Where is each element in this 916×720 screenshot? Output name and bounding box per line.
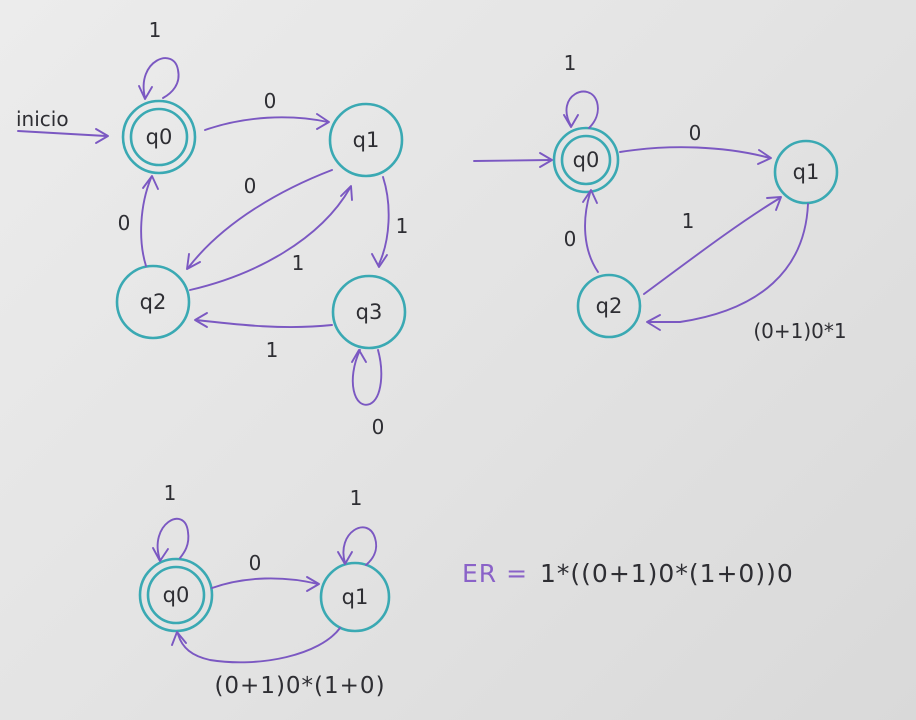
d1-edge-q2-q1-label: 1	[292, 251, 305, 275]
d3-state-q0-label: q0	[163, 583, 190, 607]
d1-state-q2: q2	[115, 264, 191, 340]
d1-edge-q3-q2: 1	[194, 312, 333, 362]
d1-state-q0: q0	[121, 99, 197, 175]
d3-state-q1: q1	[319, 561, 391, 633]
d2-edge-q0-q1-label: 0	[689, 121, 702, 145]
d3-edge-q0-q1: 0	[211, 551, 320, 592]
d2-edge-q2-q0: 0	[564, 189, 599, 273]
d2-state-q1: q1	[773, 139, 839, 205]
regex-result: ER = 1*((0+1)0*(1+0))0	[462, 559, 794, 588]
d2-state-q1-label: q1	[793, 160, 820, 184]
d3-state-q1-label: q1	[342, 585, 369, 609]
d2-state-q0: q0	[552, 126, 620, 194]
d3-edge-q0-self: 1	[152, 481, 190, 562]
regex-prefix: ER =	[462, 559, 528, 588]
d1-state-q1: q1	[328, 102, 404, 178]
d1-edge-q1-q3: 1	[371, 176, 409, 268]
d2-edge-q0-self-label: 1	[564, 51, 577, 75]
d3-state-q0: q0	[138, 557, 214, 633]
d1-start-label: inicio	[16, 107, 69, 131]
d2-state-q2: q2	[576, 273, 642, 339]
d1-state-q3: q3	[331, 274, 407, 350]
d1-state-q3-label: q3	[356, 300, 383, 324]
d2-edge-q0-self: 1	[563, 51, 599, 129]
d1-edge-q0-q1: 0	[204, 89, 330, 131]
d3-edge-q1-q0: (0+1)0*(1+0)	[171, 627, 385, 699]
d1-edge-q2-q1: 1	[189, 185, 353, 291]
d2-state-q0-label: q0	[573, 148, 600, 172]
diagram-1: q0 q1 q2 q3 inicio 1 0	[16, 18, 408, 439]
d2-edge-q1-q2-label: (0+1)0*1	[753, 319, 846, 343]
diagram-2: q0 q1 q2 1 0 1	[473, 51, 847, 343]
d3-edge-q0-self-label: 1	[164, 481, 177, 505]
d2-state-q2-label: q2	[596, 294, 623, 318]
d1-state-q0-label: q0	[146, 125, 173, 149]
d1-edge-q3-self-label: 0	[372, 415, 385, 439]
d1-state-q1-label: q1	[353, 128, 380, 152]
d1-edge-q2-q0: 0	[118, 175, 159, 267]
d2-edge-q1-q2: (0+1)0*1	[646, 203, 847, 343]
d2-edge-q2-q1-label: 1	[682, 209, 695, 233]
d1-edge-q3-self: 0	[351, 349, 385, 439]
d2-start-arrow	[473, 152, 553, 168]
d1-state-q2-label: q2	[140, 290, 167, 314]
d1-edge-q3-q2-label: 1	[266, 338, 279, 362]
d2-edge-q2-q0-label: 0	[564, 227, 577, 251]
d1-start-arrow: inicio	[16, 107, 109, 144]
d1-edge-q0-self: 1	[138, 18, 180, 100]
d1-edge-q1-q2: 0	[186, 169, 333, 270]
d1-edge-q1-q2-label: 0	[244, 174, 257, 198]
d1-edge-q1-q3-label: 1	[396, 214, 409, 238]
d2-edge-q0-q1: 0	[619, 121, 772, 165]
d1-edge-q2-q0-label: 0	[118, 211, 131, 235]
d1-edge-q0-q1-label: 0	[264, 89, 277, 113]
d3-edge-q1-q0-label: (0+1)0*(1+0)	[214, 673, 385, 699]
d3-edge-q0-q1-label: 0	[249, 551, 262, 575]
regex-expression: 1*((0+1)0*(1+0))0	[540, 559, 794, 588]
d3-edge-q1-self-label: 1	[350, 486, 363, 510]
d2-edge-q2-q1: 1	[643, 196, 782, 295]
d3-edge-q1-self: 1	[337, 486, 378, 566]
diagram-3: q0 q1 1 0 1 (0+1)0*(1+0)	[138, 481, 391, 699]
d1-edge-q0-self-label: 1	[149, 18, 162, 42]
